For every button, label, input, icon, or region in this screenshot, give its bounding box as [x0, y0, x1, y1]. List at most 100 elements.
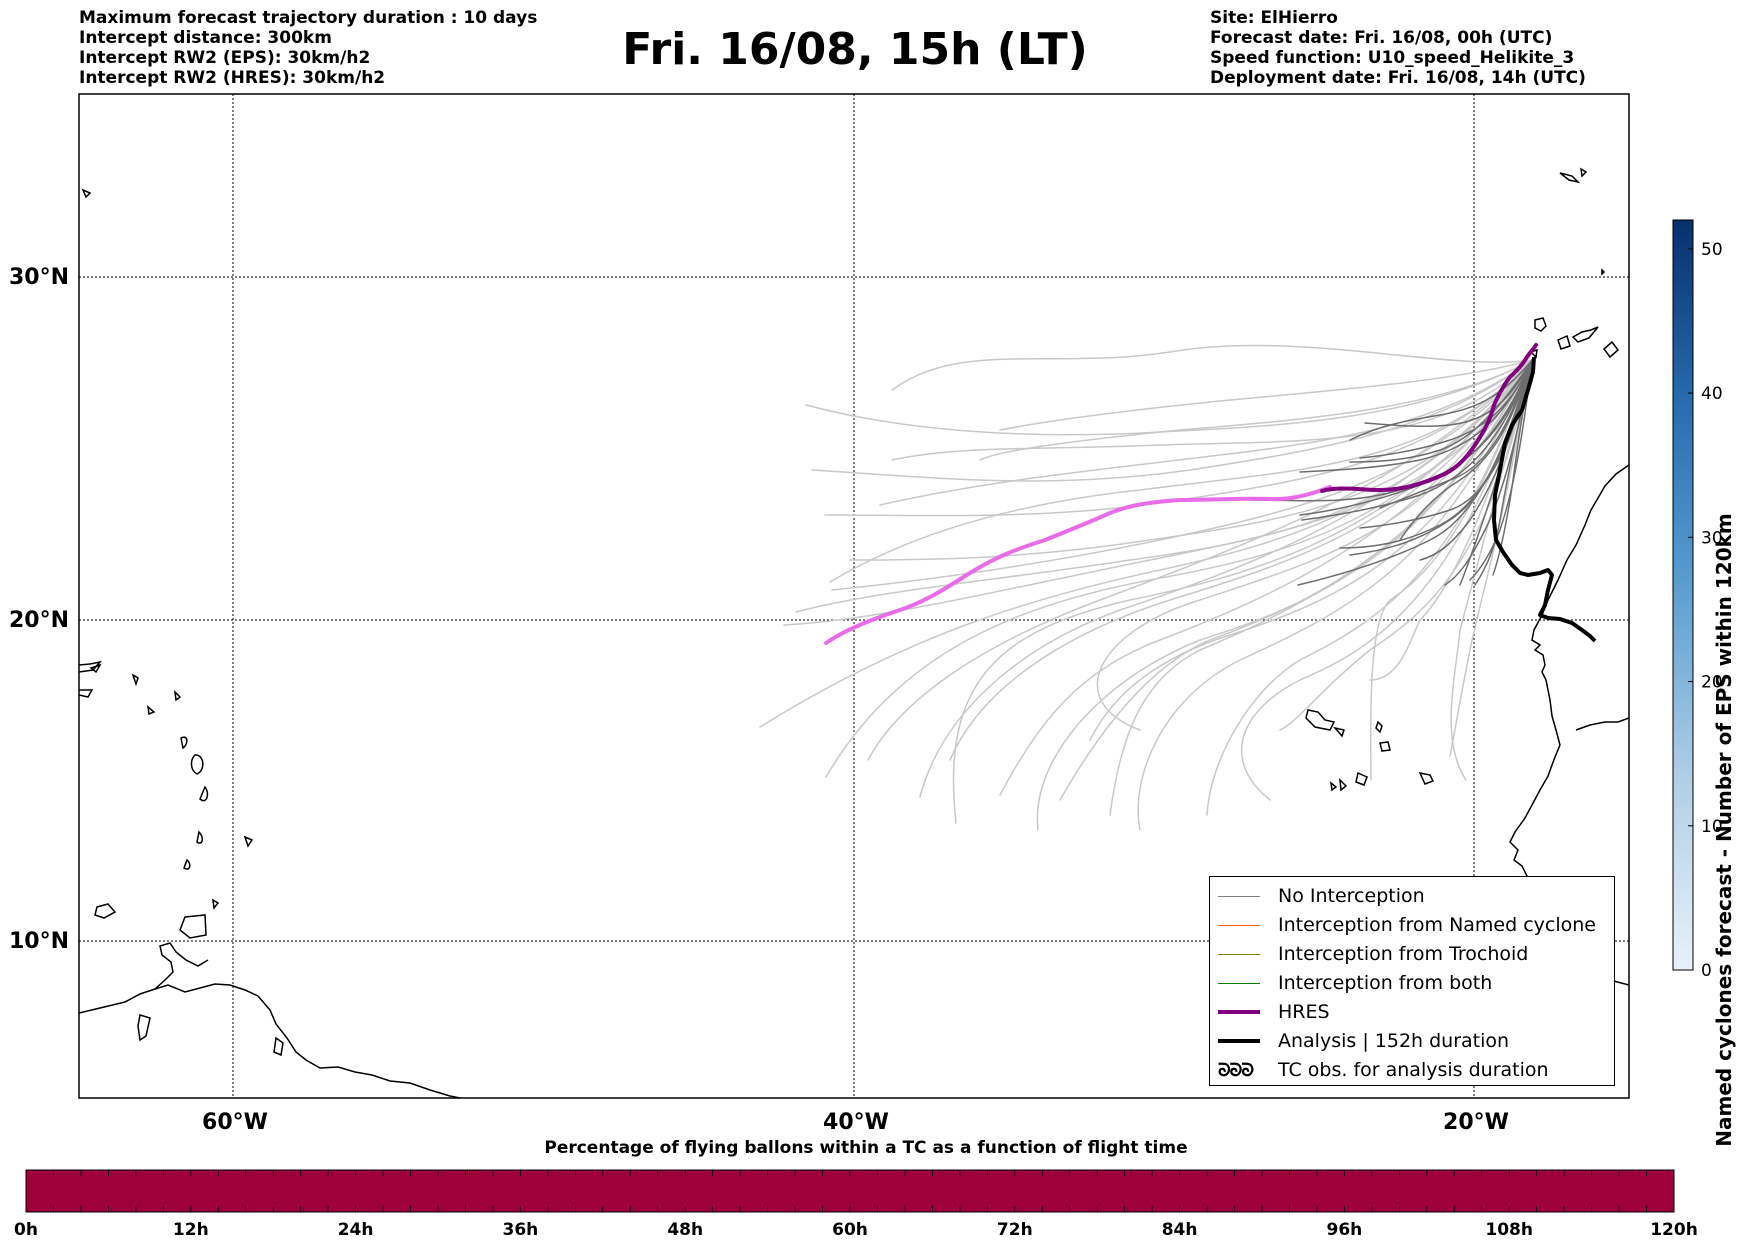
coast-canary-1 — [1534, 317, 1547, 332]
named-cyclones-colorbar: 50 40 30 20 10 0 — [1672, 219, 1723, 981]
legend-item-no-interception: No Interception — [1218, 883, 1425, 909]
coast-island-b — [137, 1014, 151, 1042]
coast-lesser-antilles-5 — [183, 858, 191, 870]
eps-trajectory — [1359, 359, 1533, 459]
coast-antilles-small-5 — [243, 835, 254, 848]
site-info: Site: ElHierro Forecast date: Fri. 16/08… — [1210, 8, 1586, 88]
lat-label-10n: 10°N — [9, 929, 69, 954]
coast-lesser-antilles-1 — [180, 736, 188, 750]
eps-trajectory — [949, 359, 1533, 761]
max-duration-text: Maximum forecast trajectory duration : 1… — [79, 8, 538, 28]
tc-symbol-icon: ᘐᘐᘐ — [1218, 1059, 1254, 1081]
lon-label-20w: 20°W — [1443, 1110, 1509, 1135]
eps-trajectory — [999, 359, 1533, 431]
coast-cape-verde-7 — [1339, 777, 1348, 792]
eps-trajectory — [1299, 359, 1533, 473]
coast-cape-verde-5 — [1418, 771, 1435, 785]
legend-swatch — [1218, 982, 1260, 984]
analysis-trajectory — [1492, 356, 1597, 643]
lon-label-40w: 40°W — [823, 1110, 889, 1135]
eps-trajectory — [831, 359, 1533, 591]
eps-trajectory — [1036, 359, 1533, 831]
legend-item-both: Interception from both — [1218, 970, 1492, 996]
eps-trajectory — [1059, 359, 1533, 801]
time-tick-label: 0h — [14, 1220, 38, 1240]
coast-island-c — [273, 1036, 284, 1057]
legend-swatch — [1218, 1010, 1260, 1014]
eps-trajectory — [1349, 359, 1533, 463]
legend-item-tc-obs: ᘐᘐᘐ TC obs. for analysis duration — [1218, 1057, 1549, 1083]
eps-trajectory — [867, 359, 1533, 761]
eps-trajectory — [1369, 359, 1533, 781]
coast-africa-west-bulge — [1575, 717, 1629, 731]
coast-south-america — [79, 983, 464, 1098]
eps-trajectory — [891, 359, 1533, 461]
legend-label: TC obs. for analysis duration — [1278, 1059, 1549, 1081]
hres-trajectory-early — [1320, 343, 1538, 493]
time-tick-label: 60h — [832, 1220, 868, 1240]
coast-antilles-small-2 — [131, 673, 139, 687]
coast-cape-verde-4 — [1379, 741, 1391, 752]
eps-trajectory — [805, 359, 1533, 436]
time-colorbar-fill — [25, 1169, 1675, 1213]
coast-antilles-small-3 — [146, 705, 156, 716]
lat-label-20n: 20°N — [9, 608, 69, 633]
deployment-date-text: Deployment date: Fri. 16/08, 14h (UTC) — [1210, 68, 1586, 88]
time-tick-label: 36h — [503, 1220, 539, 1240]
time-tick-label: 84h — [1162, 1220, 1198, 1240]
time-tick-label: 24h — [338, 1220, 374, 1240]
legend: No Interception Interception from Named … — [1209, 876, 1615, 1086]
coast-cape-verde-2 — [1332, 726, 1345, 738]
time-tick-label: 108h — [1485, 1220, 1533, 1240]
colorbar-gradient — [1672, 219, 1694, 971]
eps-trajectory — [1089, 359, 1533, 741]
legend-swatch — [1218, 924, 1260, 926]
colorbar-tick-label: 0 — [1701, 961, 1712, 981]
time-tick-label: 48h — [667, 1220, 703, 1240]
eps-trajectory — [952, 359, 1533, 824]
legend-label: Interception from Trochoid — [1278, 943, 1529, 965]
coast-cape-verde-8 — [1329, 781, 1338, 792]
coast-cape-verde-6 — [1355, 771, 1368, 786]
eps-trajectory — [1399, 359, 1533, 541]
legend-label: HRES — [1278, 1001, 1330, 1023]
time-tick-label: 12h — [173, 1220, 209, 1240]
coast-trinidad — [179, 914, 207, 939]
legend-swatch — [1218, 1039, 1260, 1043]
legend-label: No Interception — [1278, 885, 1425, 907]
legend-swatch — [1218, 895, 1260, 897]
eps-trajectory — [1469, 359, 1533, 581]
legend-item-hres: HRES — [1218, 999, 1330, 1025]
time-colorbar-ticks: 0h 12h 24h 36h 48h 60h 72h 84h 96h 108h 120h — [14, 1170, 1698, 1240]
legend-label: Interception from both — [1278, 972, 1493, 994]
coast-dot-1 — [1601, 268, 1606, 276]
eps-trajectory — [829, 359, 1533, 583]
colorbar-tick-label: 30 — [1701, 528, 1723, 548]
forecast-date-text: Forecast date: Fri. 16/08, 00h (UTC) — [1210, 28, 1553, 48]
coast-antilles-small-6 — [212, 898, 220, 910]
coast-lesser-antilles-2 — [190, 754, 204, 775]
coast-antilles-small-4 — [173, 689, 182, 702]
intercept-eps-text: Intercept RW2 (EPS): 30km/h2 — [79, 48, 371, 68]
coast-madeira-2 — [1580, 167, 1588, 178]
eps-trajectory — [919, 359, 1533, 798]
forecast-parameters: Maximum forecast trajectory duration : 1… — [79, 8, 537, 88]
eps-trajectory — [1241, 359, 1533, 801]
colorbar-tick-label: 20 — [1701, 673, 1723, 693]
coast-cape-verde-1 — [1305, 709, 1336, 731]
eps-trajectory — [1301, 359, 1533, 521]
coast-antilles-small-8 — [79, 689, 94, 698]
flight-time-colorbar: 0h 12h 24h 36h 48h 60h 72h 84h 96h 108h 120h — [14, 1169, 1698, 1240]
hres-trajectory-late — [824, 485, 1332, 645]
eps-trajectory — [825, 359, 1533, 778]
coast-canary-4 — [1602, 340, 1620, 359]
coast-antilles-small-9 — [81, 188, 92, 199]
time-tick-label: 96h — [1327, 1220, 1363, 1240]
coast-cape-verde-3 — [1375, 720, 1383, 734]
page-title: Fri. 16/08, 15h (LT) — [622, 24, 1088, 75]
eps-trajectory — [891, 344, 1533, 391]
coast-venezuela-east — [154, 942, 209, 990]
legend-item-trochoid: Interception from Trochoid — [1218, 941, 1528, 967]
time-tick-label: 72h — [997, 1220, 1033, 1240]
lat-label-30n: 30°N — [9, 265, 69, 290]
